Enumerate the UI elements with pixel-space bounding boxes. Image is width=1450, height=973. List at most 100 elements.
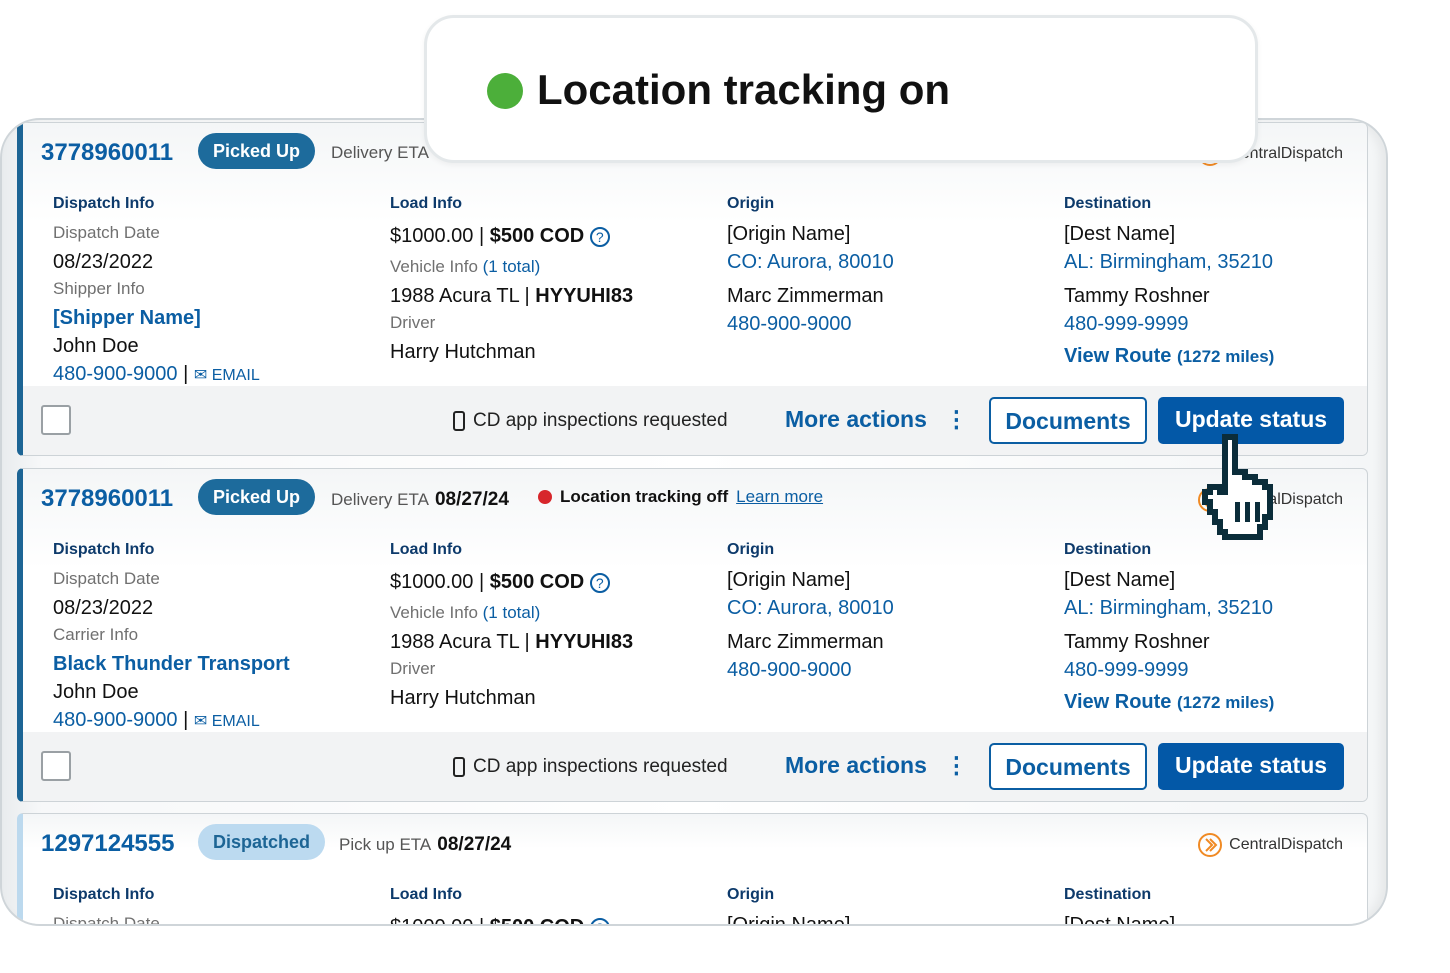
price-row: $1000.00 | $500 COD ? bbox=[390, 571, 720, 597]
vehicle-row: 1988 Acura TL | HYYUHI83 bbox=[390, 631, 634, 653]
learn-more-link[interactable]: Learn more bbox=[736, 487, 824, 506]
location-tracking-status: Location tracking off Learn more bbox=[538, 487, 823, 507]
plate: HYYUHI83 bbox=[535, 285, 634, 307]
view-route: View Route bbox=[1064, 345, 1172, 367]
origin-name: [Origin Name] bbox=[727, 569, 851, 591]
more-actions-button[interactable]: More actions ⋮ bbox=[785, 752, 968, 779]
dispatch-date-label: Dispatch Date bbox=[53, 914, 160, 926]
dispatch-heading: Dispatch Info bbox=[53, 886, 155, 903]
party-name-link[interactable]: [Shipper Name] bbox=[53, 307, 201, 329]
destination-location-link[interactable]: AL: Birmingham, 35210 bbox=[1064, 597, 1274, 619]
driver-name: Harry Hutchman bbox=[390, 341, 536, 363]
price-row: $1000.00 | $500 COD ? bbox=[390, 916, 720, 924]
contact-row: 480-900-9000 | ✉ EMAIL bbox=[53, 363, 260, 385]
view-route-link[interactable]: View Route (1272 miles) bbox=[1064, 345, 1367, 371]
destination-location-link[interactable]: AL: Birmingham, 35210 bbox=[1064, 251, 1274, 273]
location-tracking-toast: Location tracking on bbox=[424, 15, 1258, 163]
origin-location-link[interactable]: CO: Aurora, 80010 bbox=[727, 597, 894, 619]
destination-contact: Tammy Roshner bbox=[1064, 631, 1210, 653]
origin-heading: Origin bbox=[727, 195, 775, 212]
kebab-menu-icon: ⋮ bbox=[944, 406, 968, 432]
vehicle-label: Vehicle Info bbox=[390, 257, 478, 276]
phone-icon bbox=[453, 411, 465, 431]
price-row: $1000.00 | $500 COD ? bbox=[390, 225, 720, 251]
load-heading: Load Info bbox=[390, 886, 462, 903]
origin-info: Origin [Origin Name] CO: Aurora, 80010 Marc… bbox=[727, 195, 1057, 341]
view-route-link[interactable]: View Route (1272 miles) bbox=[1064, 691, 1367, 717]
price: $1000.00 bbox=[390, 916, 473, 924]
more-actions-button[interactable]: More actions ⋮ bbox=[785, 406, 968, 433]
email-link[interactable]: ✉ EMAIL bbox=[194, 713, 260, 730]
view-route: View Route bbox=[1064, 691, 1172, 713]
eta-label: Pick up ETA bbox=[339, 835, 432, 854]
eta-label: Delivery ETA bbox=[331, 490, 429, 509]
dispatch-date-label: Dispatch Date bbox=[53, 223, 160, 242]
vehicle-info: Vehicle Info (1 total) bbox=[390, 603, 720, 629]
driver-label: Driver bbox=[390, 659, 436, 678]
dispatch-date: 08/23/2022 bbox=[53, 251, 154, 273]
destination-heading: Destination bbox=[1064, 886, 1152, 903]
load-info: Load Info $1000.00 | $500 COD ? bbox=[390, 886, 720, 924]
price: $1000.00 bbox=[390, 225, 474, 247]
destination-heading: Destination bbox=[1064, 541, 1152, 558]
mail-icon: ✉ bbox=[193, 713, 208, 730]
order-id-link[interactable]: 3778960011 bbox=[41, 485, 174, 512]
eta-value: 08/27/24 bbox=[437, 834, 512, 855]
select-checkbox[interactable] bbox=[41, 405, 71, 435]
dispatch-heading: Dispatch Info bbox=[53, 195, 155, 212]
hand-pointer-cursor-icon bbox=[1202, 434, 1273, 540]
contact-row: 480-900-9000 | ✉ EMAIL bbox=[53, 709, 260, 731]
origin-location-link[interactable]: CO: Aurora, 80010 bbox=[727, 251, 894, 273]
update-status-button[interactable]: Update status bbox=[1158, 397, 1344, 444]
inspections-requested: CD app inspections requested bbox=[453, 756, 728, 778]
dispatch-heading: Dispatch Info bbox=[53, 541, 155, 558]
order-id-link[interactable]: 3778960011 bbox=[41, 139, 174, 166]
mail-icon: ✉ bbox=[193, 367, 208, 384]
phone-link[interactable]: 480-900-9000 bbox=[53, 709, 178, 731]
dispatch-info: Dispatch Info Dispatch Date bbox=[53, 886, 383, 926]
more-actions-label: More actions bbox=[785, 752, 927, 778]
destination-phone-link[interactable]: 480-999-9999 bbox=[1064, 313, 1189, 335]
cod: $500 COD bbox=[489, 225, 585, 247]
party-label: Shipper Info bbox=[53, 279, 145, 298]
party-name-link[interactable]: Black Thunder Transport bbox=[53, 653, 290, 675]
cod: $500 COD bbox=[489, 571, 585, 593]
destination-info: Destination [Dest Name] AL: Birmingham, 35… bbox=[1064, 195, 1367, 373]
origin-contact: Marc Zimmerman bbox=[727, 285, 884, 307]
documents-button[interactable]: Documents bbox=[989, 743, 1147, 790]
order-id-link[interactable]: 1297124555 bbox=[41, 830, 175, 857]
vehicle: 1988 Acura TL bbox=[390, 285, 519, 307]
order-card: 3778960011 Picked Up Delivery ETA Centra… bbox=[17, 122, 1368, 456]
eta: Pick up ETA 08/27/24 bbox=[339, 834, 511, 856]
cod: $500 COD bbox=[490, 916, 585, 924]
inspections-text: CD app inspections requested bbox=[473, 410, 728, 431]
origin-info: Origin [Origin Name] CO: Aurora, 80010 Marc… bbox=[727, 541, 1057, 687]
toast-text: Location tracking on bbox=[537, 66, 951, 113]
update-status-button[interactable]: Update status bbox=[1158, 743, 1344, 790]
help-icon[interactable]: ? bbox=[589, 227, 610, 247]
vehicle-count-link[interactable]: (1 total) bbox=[482, 257, 541, 276]
email-link[interactable]: ✉ EMAIL bbox=[194, 367, 260, 384]
kebab-menu-icon: ⋮ bbox=[944, 752, 968, 778]
inspections-requested: CD app inspections requested bbox=[453, 410, 728, 432]
destination-heading: Destination bbox=[1064, 195, 1152, 212]
help-icon[interactable]: ? bbox=[589, 573, 610, 593]
dispatch-info: Dispatch Info Dispatch Date 08/23/2022 Carr… bbox=[53, 541, 383, 737]
origin-phone-link[interactable]: 480-900-9000 bbox=[727, 313, 852, 335]
help-icon[interactable]: ? bbox=[589, 918, 610, 924]
vehicle-count-link[interactable]: (1 total) bbox=[482, 603, 541, 622]
origin-phone-link[interactable]: 480-900-9000 bbox=[727, 659, 852, 681]
inspections-text: CD app inspections requested bbox=[473, 756, 728, 777]
origin-heading: Origin bbox=[727, 886, 775, 903]
phone-link[interactable]: 480-900-9000 bbox=[53, 363, 178, 385]
documents-button[interactable]: Documents bbox=[989, 397, 1147, 444]
card-actions: CD app inspections requested More action… bbox=[23, 386, 1367, 455]
vehicle-info: Vehicle Info (1 total) bbox=[390, 257, 720, 283]
select-checkbox[interactable] bbox=[41, 751, 71, 781]
eta-value: 08/27/24 bbox=[434, 489, 509, 510]
route-miles: (1272 miles) bbox=[1177, 347, 1275, 366]
destination-phone-link[interactable]: 480-999-9999 bbox=[1064, 659, 1189, 681]
card-actions: CD app inspections requested More action… bbox=[23, 732, 1367, 801]
contact-name: John Doe bbox=[53, 335, 139, 357]
origin-info: Origin [Origin Name] bbox=[727, 886, 1057, 924]
